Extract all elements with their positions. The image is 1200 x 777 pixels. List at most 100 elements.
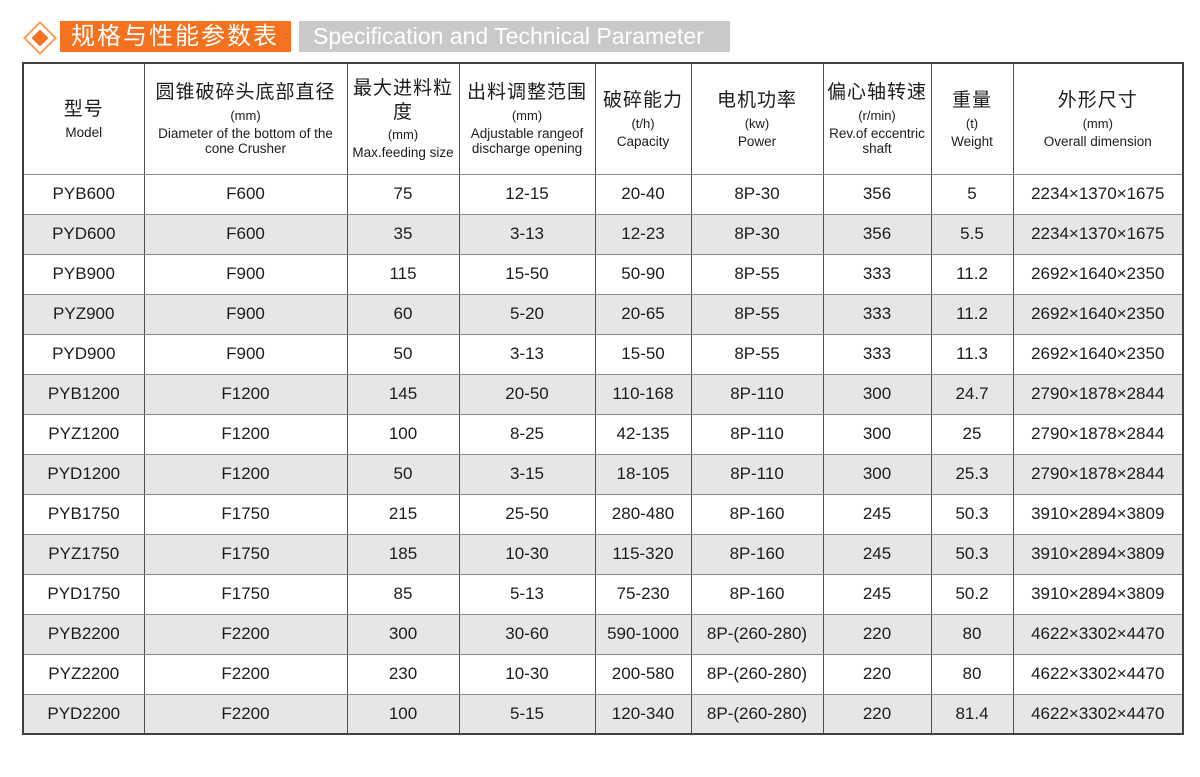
diamond-icon: [20, 21, 60, 55]
table-row-PYB900: PYB900 F900 115 15-50 50-90 8P-55 333 11.2 2692×…: [22, 253, 1184, 295]
table-row-PYB1750: PYB1750 F1750 215 25-50 280-480 8P-160 245 50.3…: [22, 493, 1184, 535]
value-cell: 75-230: [594, 573, 692, 615]
column-header-en: Adjustable rangeof discharge opening: [470, 126, 584, 157]
value-cell: 5: [930, 173, 1014, 215]
value-cell: 8P-30: [690, 213, 824, 255]
value-cell: 81.4: [930, 693, 1014, 735]
value-cell: 2790×1878×2844: [1012, 413, 1184, 455]
value-cell: 185: [346, 533, 460, 575]
model-cell: PYZ1750: [22, 533, 145, 575]
column-header-9: 外形尺寸 (mm) Overall dimension: [1012, 62, 1184, 175]
value-cell: 25-50: [458, 493, 596, 535]
value-cell: 280-480: [594, 493, 692, 535]
section-title-bar: 规格与性能参数表 Specification and Technical Par…: [20, 21, 1200, 55]
value-cell: 5-20: [458, 293, 596, 335]
model-cell: PYB900: [22, 253, 145, 295]
table-row-PYB1200: PYB1200 F1200 145 20-50 110-168 8P-110 300 24.7…: [22, 373, 1184, 415]
column-header-6: 电机功率 (kw) Power: [690, 62, 824, 175]
value-cell: 333: [822, 333, 932, 375]
model-cell: PYD1200: [22, 453, 145, 495]
value-cell: 3-15: [458, 453, 596, 495]
value-cell: 15-50: [458, 253, 596, 295]
table-row-PYZ1750: PYZ1750 F1750 185 10-30 115-320 8P-160 245 50.3…: [22, 533, 1184, 575]
value-cell: 333: [822, 253, 932, 295]
table-body: PYB600 F600 75 12-15 20-40 8P-30 356 5 2234×1370…: [22, 173, 1184, 735]
column-header-zh: 最大进料粒度: [352, 77, 453, 123]
table-row-PYD900: PYD900 F900 50 3-13 15-50 8P-55 333 11.3 2692×16…: [22, 333, 1184, 375]
value-cell: 50.2: [930, 573, 1014, 615]
value-cell: 4622×3302×4470: [1012, 613, 1184, 655]
value-cell: F1200: [143, 413, 348, 455]
column-header-unit: (mm): [1082, 115, 1113, 131]
value-cell: 300: [346, 613, 460, 655]
column-header-unit: (mm): [387, 127, 419, 143]
value-cell: 50: [346, 333, 460, 375]
column-header-unit: (kw): [744, 115, 770, 131]
value-cell: 590-1000: [594, 613, 692, 655]
model-cell: PYD600: [22, 213, 145, 255]
model-cell: PYZ900: [22, 293, 145, 335]
model-cell: PYB2200: [22, 613, 145, 655]
value-cell: F1750: [143, 573, 348, 615]
value-cell: F1200: [143, 453, 348, 495]
value-cell: 230: [346, 653, 460, 695]
value-cell: 3910×2894×3809: [1012, 533, 1184, 575]
section-title-english: Specification and Technical Parameter: [299, 21, 730, 52]
value-cell: 8P-160: [690, 533, 824, 575]
value-cell: 30-60: [458, 613, 596, 655]
value-cell: 15-50: [594, 333, 692, 375]
value-cell: 50-90: [594, 253, 692, 295]
table-row-PYB600: PYB600 F600 75 12-15 20-40 8P-30 356 5 2234×1370…: [22, 173, 1184, 215]
value-cell: 12-23: [594, 213, 692, 255]
column-header-2: 圆锥破碎头底部直径 (mm) Diameter of the bottom of t…: [143, 62, 348, 175]
value-cell: 300: [822, 413, 932, 455]
value-cell: 3-13: [458, 333, 596, 375]
value-cell: 215: [346, 493, 460, 535]
value-cell: F600: [143, 173, 348, 215]
value-cell: 25.3: [930, 453, 1014, 495]
column-header-5: 破碎能力 (t/h) Capacity: [594, 62, 692, 175]
value-cell: 2692×1640×2350: [1012, 253, 1184, 295]
value-cell: 333: [822, 293, 932, 335]
value-cell: 11.2: [930, 293, 1014, 335]
value-cell: 11.2: [930, 253, 1014, 295]
column-header-zh: 破碎能力: [602, 89, 683, 111]
column-header-zh: 圆锥破碎头底部直径: [155, 82, 336, 104]
model-cell: PYB1200: [22, 373, 145, 415]
value-cell: F2200: [143, 613, 348, 655]
value-cell: 50.3: [930, 493, 1014, 535]
column-header-zh: 出料调整范围: [466, 82, 587, 104]
column-header-zh: 电机功率: [716, 89, 797, 111]
value-cell: 2790×1878×2844: [1012, 453, 1184, 495]
value-cell: 245: [822, 573, 932, 615]
model-cell: PYZ2200: [22, 653, 145, 695]
value-cell: 3910×2894×3809: [1012, 573, 1184, 615]
value-cell: 18-105: [594, 453, 692, 495]
column-header-1: 型号 Model: [22, 62, 145, 175]
value-cell: 20-50: [458, 373, 596, 415]
value-cell: 10-30: [458, 533, 596, 575]
value-cell: 110-168: [594, 373, 692, 415]
value-cell: F1750: [143, 493, 348, 535]
value-cell: F1750: [143, 533, 348, 575]
value-cell: 8P-110: [690, 373, 824, 415]
value-cell: 80: [930, 613, 1014, 655]
table-row-PYD2200: PYD2200 F2200 100 5-15 120-340 8P-(260-280) 22…: [22, 693, 1184, 735]
column-header-unit: (mm): [511, 108, 543, 124]
value-cell: 8P-(260-280): [690, 653, 824, 695]
value-cell: 50.3: [930, 533, 1014, 575]
value-cell: F900: [143, 333, 348, 375]
specification-table: 型号 Model 圆锥破碎头底部直径 (mm) Diameter of the bott…: [22, 62, 1184, 735]
column-header-en: Max.feeding size: [352, 145, 454, 161]
value-cell: 8P-(260-280): [690, 613, 824, 655]
value-cell: 20-65: [594, 293, 692, 335]
section-title-chinese: 规格与性能参数表: [60, 21, 291, 52]
value-cell: 25: [930, 413, 1014, 455]
column-header-zh: 外形尺寸: [1057, 89, 1138, 111]
column-header-en: Model: [65, 124, 103, 140]
value-cell: 85: [346, 573, 460, 615]
value-cell: 24.7: [930, 373, 1014, 415]
value-cell: F900: [143, 253, 348, 295]
value-cell: 8P-55: [690, 333, 824, 375]
value-cell: 5-15: [458, 693, 596, 735]
